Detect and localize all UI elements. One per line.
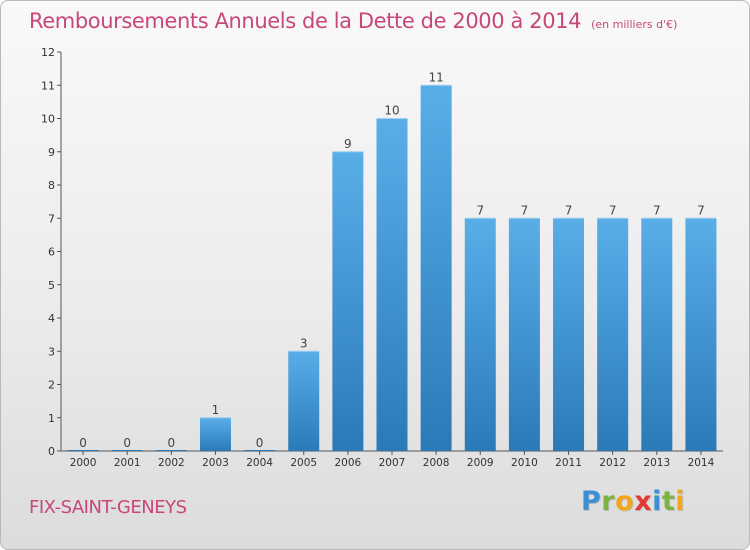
data-label: 10 <box>384 104 399 118</box>
y-tick-label: 9 <box>48 146 55 159</box>
data-label: 7 <box>609 203 617 217</box>
x-tick-label: 2002 <box>158 457 185 469</box>
commune-name: FIX-SAINT-GENEYS <box>29 497 187 518</box>
bar <box>641 218 673 451</box>
y-tick-label: 10 <box>41 113 55 126</box>
bar <box>332 151 364 451</box>
data-label: 7 <box>565 203 573 217</box>
y-tick-label: 2 <box>48 379 55 392</box>
bar <box>67 450 99 451</box>
data-label: 1 <box>212 403 220 417</box>
x-tick-label: 2001 <box>114 457 141 469</box>
bar <box>420 85 452 451</box>
x-tick-label: 2008 <box>423 457 450 469</box>
data-label: 7 <box>521 203 529 217</box>
data-label: 0 <box>123 436 131 450</box>
x-tick-label: 2012 <box>599 457 626 469</box>
logo-letter: o <box>615 486 635 517</box>
chart-title: Remboursements Annuels de la Dette de 20… <box>29 9 582 33</box>
y-tick-label: 0 <box>48 445 55 458</box>
x-tick-label: 2010 <box>511 457 538 469</box>
y-tick-label: 7 <box>48 212 55 225</box>
y-tick-label: 3 <box>48 345 55 358</box>
x-tick-label: 2011 <box>555 457 582 469</box>
x-tick-label: 2014 <box>688 457 715 469</box>
chart-unit: (en milliers d'€) <box>591 18 678 31</box>
data-label: 3 <box>300 336 308 350</box>
logo-letter: t <box>661 486 676 517</box>
logo-letter: x <box>634 486 653 517</box>
bar <box>553 218 585 451</box>
x-tick-label: 2003 <box>202 457 229 469</box>
y-tick-label: 6 <box>48 246 55 259</box>
logo-letter: r <box>601 486 616 517</box>
x-tick-label: 2005 <box>290 457 317 469</box>
x-tick-label: 2000 <box>70 457 97 469</box>
y-tick-label: 1 <box>48 412 55 425</box>
y-tick-label: 12 <box>41 46 55 59</box>
data-label: 9 <box>344 137 352 151</box>
data-label: 0 <box>256 436 264 450</box>
x-tick-label: 2006 <box>334 457 361 469</box>
data-label: 11 <box>428 70 443 84</box>
bar <box>376 118 408 451</box>
bar <box>597 218 629 451</box>
chart-title-block: Remboursements Annuels de la Dette de 20… <box>29 9 677 33</box>
x-tick-label: 2004 <box>246 457 273 469</box>
data-label: 0 <box>79 436 87 450</box>
y-tick-label: 5 <box>48 279 55 292</box>
bar <box>288 351 320 451</box>
bar <box>111 450 143 451</box>
data-label: 7 <box>697 203 705 217</box>
data-label: 0 <box>168 436 176 450</box>
logo-letter: i <box>652 486 662 517</box>
y-tick-label: 8 <box>48 179 55 192</box>
bar <box>464 218 496 451</box>
logo-letter: P <box>581 486 602 517</box>
bar <box>508 218 540 451</box>
bar <box>244 450 276 451</box>
x-tick-label: 2009 <box>467 457 494 469</box>
bar <box>199 417 231 451</box>
data-label: 7 <box>476 203 484 217</box>
y-tick-label: 4 <box>48 312 55 325</box>
bar <box>685 218 717 451</box>
y-tick-label: 11 <box>41 79 55 92</box>
x-tick-label: 2013 <box>643 457 670 469</box>
x-tick-label: 2007 <box>379 457 406 469</box>
bar <box>155 450 187 451</box>
logo-letter: i <box>675 486 686 517</box>
data-label: 7 <box>653 203 661 217</box>
proxiti-logo: Proxiti <box>581 486 685 517</box>
